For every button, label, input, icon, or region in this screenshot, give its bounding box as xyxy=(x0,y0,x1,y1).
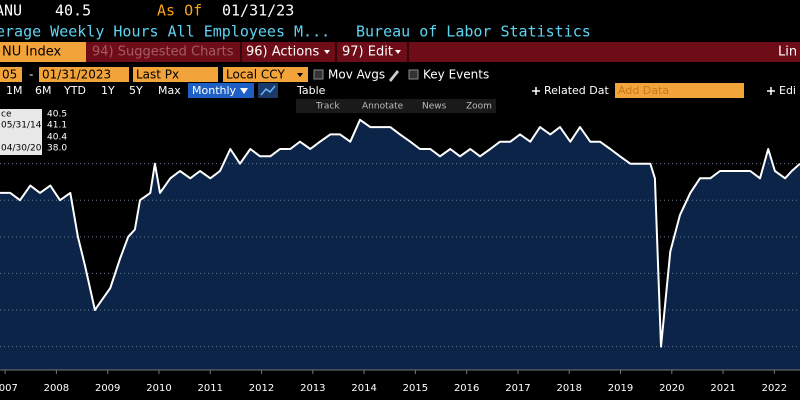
end-date[interactable]: 01/31/2023 xyxy=(42,68,111,82)
legend-low: 38.0 xyxy=(47,144,67,154)
x-tick-label: 2021 xyxy=(710,383,735,394)
toolbar xyxy=(0,42,800,62)
legend-high-date: 05/31/14 xyxy=(1,121,42,131)
x-tick-label: 2008 xyxy=(44,383,69,394)
plus-icon xyxy=(767,87,775,95)
series-line xyxy=(0,118,800,348)
currency[interactable]: Local CCY xyxy=(226,68,285,82)
x-tick-label: 2013 xyxy=(300,383,325,394)
legend-label: ce xyxy=(1,110,12,120)
x-tick-label: 2014 xyxy=(351,383,376,394)
tool-button[interactable]: Annotate xyxy=(362,102,404,112)
frequency[interactable]: Monthly xyxy=(192,84,237,97)
plus-icon xyxy=(532,87,540,95)
ticker: ANU xyxy=(0,2,22,20)
field-box[interactable] xyxy=(133,67,218,82)
period-button[interactable]: 6M xyxy=(35,84,52,97)
date-dash: - xyxy=(29,68,33,82)
security-box[interactable] xyxy=(0,42,86,62)
x-tick-label: 2007 xyxy=(0,383,18,394)
legend-average: 40.4 xyxy=(47,133,67,143)
area xyxy=(0,119,800,370)
as-of-date: 01/31/23 xyxy=(222,2,294,20)
add-data-box[interactable] xyxy=(615,83,744,98)
legend-high: 41.1 xyxy=(47,121,67,131)
security-title: erage Weekly Hours All Employees M... xyxy=(0,23,330,41)
x-tick-label: 2017 xyxy=(505,383,530,394)
edit-menu[interactable]: 97) Edit xyxy=(342,45,393,60)
actions-menu[interactable]: 96) Actions xyxy=(246,45,319,60)
x-tick-label: 2010 xyxy=(146,383,171,394)
x-tick-label: 2016 xyxy=(454,383,479,394)
security[interactable]: NU Index xyxy=(2,45,61,60)
start-date-box[interactable] xyxy=(0,67,22,82)
as-of-label: As Of xyxy=(157,2,202,20)
tool-button[interactable]: Track xyxy=(315,102,340,112)
start-date[interactable]: 05 xyxy=(2,68,17,82)
period-button[interactable]: 1Y xyxy=(101,84,115,97)
x-tick-label: 2019 xyxy=(608,383,633,394)
period-button[interactable]: 1M xyxy=(6,84,23,97)
dropdown-arrow xyxy=(297,73,303,77)
key-events[interactable]: Key Events xyxy=(423,68,489,82)
x-tick-label: 2015 xyxy=(403,383,428,394)
x-tick-label: 2012 xyxy=(249,383,274,394)
period-button[interactable]: Max xyxy=(158,84,181,97)
x-tick-label: 2018 xyxy=(557,383,582,394)
x-tick-label: 2011 xyxy=(198,383,223,394)
table-button[interactable]: Table xyxy=(296,84,326,97)
checkbox[interactable] xyxy=(313,69,324,80)
legend-low-date: 04/30/20 xyxy=(1,144,42,154)
period-buttons: 1M 6M YTD 1Y 5Y Max xyxy=(6,84,181,97)
line-menu[interactable]: Lin xyxy=(778,45,797,60)
add-data[interactable]: Add Data xyxy=(618,84,669,97)
chart-icon-line xyxy=(260,85,276,96)
dropdown-arrow xyxy=(324,50,330,54)
dropdown-arrow xyxy=(395,50,401,54)
last-price: 40.5 xyxy=(55,2,91,20)
end-date-box[interactable] xyxy=(39,67,129,82)
tool-button[interactable]: Zoom xyxy=(466,102,492,112)
suggested-charts[interactable]: 94) Suggested Charts xyxy=(92,45,234,60)
mov-avgs[interactable]: Mov Avgs xyxy=(328,68,385,82)
period-button[interactable]: 5Y xyxy=(129,84,143,97)
legend-box xyxy=(0,109,42,155)
pencil-icon[interactable] xyxy=(389,70,399,82)
plot: 2007 2008 2009 2010 2011 2012 2013 2014 2015 2016… xyxy=(0,118,800,400)
dropdown-arrow xyxy=(240,88,248,94)
period-button[interactable]: YTD xyxy=(63,84,86,97)
source: Bureau of Labor Statistics xyxy=(356,23,591,41)
legend-last: 40.5 xyxy=(47,110,67,120)
edit-right[interactable]: Edi xyxy=(779,84,796,97)
field[interactable]: Last Px xyxy=(136,68,179,82)
checkbox[interactable] xyxy=(408,69,419,80)
currency-box[interactable] xyxy=(223,67,308,82)
x-tick-label: 2009 xyxy=(95,383,120,394)
frequency-box[interactable] xyxy=(188,83,254,98)
x-tick-label: 2020 xyxy=(659,383,684,394)
tools: Track Annotate News Zoom xyxy=(315,102,492,112)
related-data[interactable]: Related Dat xyxy=(544,84,609,97)
tools-bar xyxy=(296,99,496,113)
x-tick-label: 2022 xyxy=(762,383,787,394)
x-axis-band xyxy=(0,370,800,400)
tool-button[interactable]: News xyxy=(422,102,447,112)
